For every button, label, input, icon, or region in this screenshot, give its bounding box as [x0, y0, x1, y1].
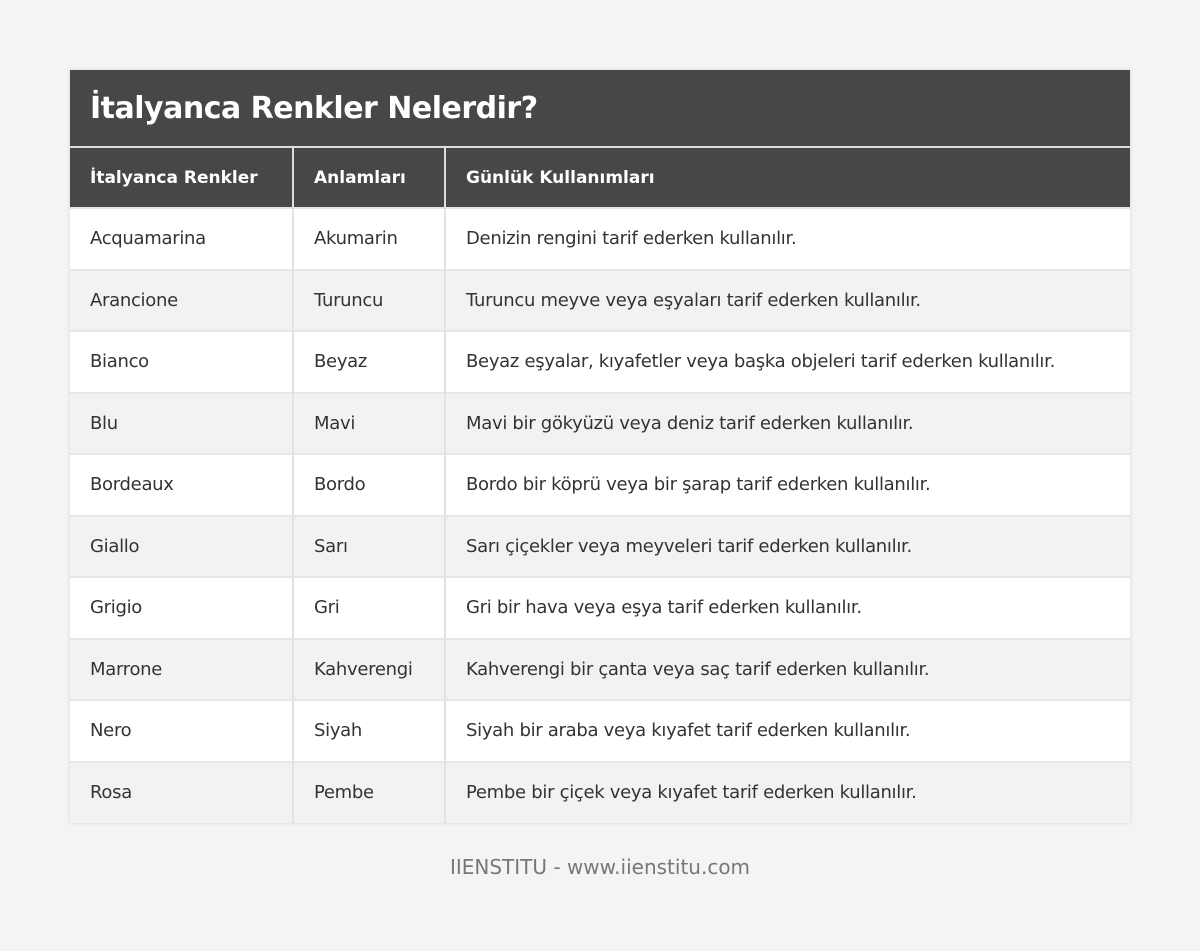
column-header-italian: İtalyanca Renkler — [70, 148, 294, 208]
cell-usage: Beyaz eşyalar, kıyafetler veya başka obj… — [445, 330, 1130, 393]
table-row: Giallo Sarı Sarı çiçekler veya meyveleri t… — [70, 514, 1130, 577]
footer-credit: IIENSTITU - www.iienstitu.com — [449, 855, 751, 879]
cell-italian: Arancione — [70, 268, 294, 331]
cell-meaning: Kahverengi — [293, 637, 446, 700]
table-row: Acquamarina Akumarin Denizin rengini tarif… — [70, 207, 1130, 270]
table-row: Arancione Turuncu Turuncu meyve veya eşyal… — [70, 268, 1130, 331]
cell-meaning: Siyah — [293, 699, 446, 762]
column-header-usage: Günlük Kullanımları — [445, 148, 1130, 208]
cell-italian: Bordeaux — [70, 453, 294, 516]
table-row: Grigio Gri Gri bir hava veya eşya tarif ed… — [70, 576, 1130, 639]
cell-usage: Pembe bir çiçek veya kıyafet tarif ederk… — [445, 760, 1130, 823]
table-row: Bianco Beyaz Beyaz eşyalar, kıyafetler vey… — [70, 330, 1130, 393]
cell-meaning: Akumarin — [293, 207, 446, 270]
column-header-meaning: Anlamları — [293, 148, 446, 208]
header-row: İtalyanca Renkler Anlamları Günlük Kulla… — [70, 148, 1130, 208]
cell-meaning: Bordo — [293, 453, 446, 516]
cell-usage: Kahverengi bir çanta veya saç tarif eder… — [445, 637, 1130, 700]
cell-italian: Nero — [70, 699, 294, 762]
table-title: İtalyanca Renkler Nelerdir? — [70, 70, 1130, 148]
cell-italian: Blu — [70, 391, 294, 454]
cell-meaning: Beyaz — [293, 330, 446, 393]
cell-italian: Acquamarina — [70, 207, 294, 270]
table-row: Marrone Kahverengi Kahverengi bir çanta ve… — [70, 637, 1130, 700]
colors-table: İtalyanca Renkler Anlamları Günlük Kulla… — [70, 148, 1130, 823]
cell-usage: Siyah bir araba veya kıyafet tarif ederk… — [445, 699, 1130, 762]
cell-meaning: Sarı — [293, 514, 446, 577]
cell-usage: Gri bir hava veya eşya tarif ederken kul… — [445, 576, 1130, 639]
table-row: Bordeaux Bordo Bordo bir köprü veya bir şa… — [70, 453, 1130, 516]
cell-usage: Denizin rengini tarif ederken kullanılır… — [445, 207, 1130, 270]
cell-italian: Giallo — [70, 514, 294, 577]
cell-meaning: Gri — [293, 576, 446, 639]
colors-table-card: İtalyanca Renkler Nelerdir? İtalyanca Re… — [70, 70, 1130, 823]
cell-meaning: Turuncu — [293, 268, 446, 331]
cell-meaning: Pembe — [293, 760, 446, 823]
cell-usage: Bordo bir köprü veya bir şarap tarif ede… — [445, 453, 1130, 516]
table-row: Nero Siyah Siyah bir araba veya kıyafet ta… — [70, 699, 1130, 762]
cell-usage: Turuncu meyve veya eşyaları tarif ederke… — [445, 268, 1130, 331]
cell-usage: Sarı çiçekler veya meyveleri tarif ederk… — [445, 514, 1130, 577]
cell-meaning: Mavi — [293, 391, 446, 454]
table-row: Rosa Pembe Pembe bir çiçek veya kıyafet ta… — [70, 760, 1130, 823]
table-row: Blu Mavi Mavi bir gökyüzü veya deniz tarif… — [70, 391, 1130, 454]
cell-italian: Grigio — [70, 576, 294, 639]
cell-italian: Marrone — [70, 637, 294, 700]
cell-italian: Bianco — [70, 330, 294, 393]
cell-italian: Rosa — [70, 760, 294, 823]
cell-usage: Mavi bir gökyüzü veya deniz tarif ederke… — [445, 391, 1130, 454]
